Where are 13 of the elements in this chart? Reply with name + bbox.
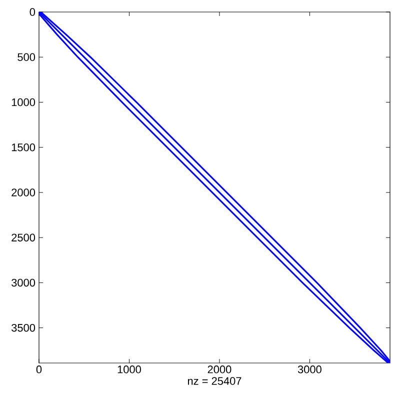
y-tick-label: 3000 bbox=[12, 278, 36, 287]
y-tick-label: 1500 bbox=[12, 143, 36, 152]
y-tick-label: 3500 bbox=[12, 324, 36, 332]
y-tick-label: 2000 bbox=[12, 188, 36, 196]
x-tick-label: 3000 bbox=[298, 366, 322, 374]
x-tick-label: 2000 bbox=[208, 366, 232, 374]
y-tick-label: 0 bbox=[30, 8, 36, 16]
x-axis-title: nz = 25407 bbox=[188, 377, 242, 385]
y-tick-label: 1000 bbox=[12, 98, 36, 106]
y-tick-label: 2500 bbox=[12, 234, 36, 242]
x-tick-label: 1000 bbox=[118, 366, 141, 374]
y-tick-label: 500 bbox=[18, 53, 36, 61]
x-tick-label: 0 bbox=[36, 366, 42, 374]
